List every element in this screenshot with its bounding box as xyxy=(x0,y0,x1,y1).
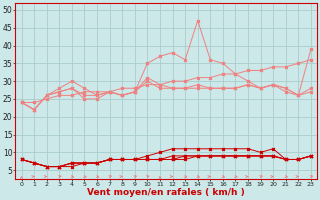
X-axis label: Vent moyen/en rafales ( km/h ): Vent moyen/en rafales ( km/h ) xyxy=(87,188,245,197)
